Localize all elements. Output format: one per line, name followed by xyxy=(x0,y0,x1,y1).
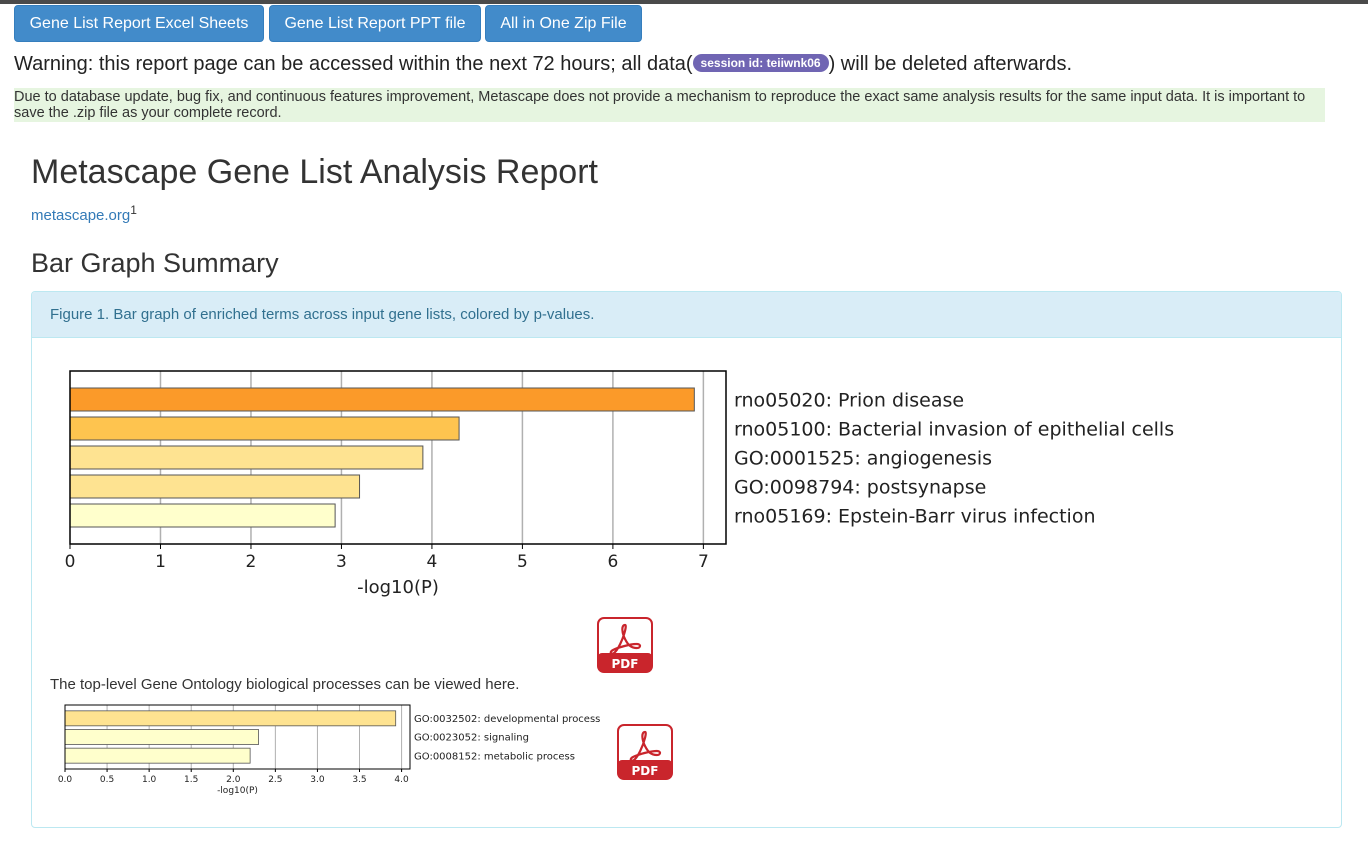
category-label: GO:0001525: angiogenesis xyxy=(734,447,992,469)
bar xyxy=(64,710,397,727)
session-badge: session id: teiiwnk06 xyxy=(692,54,829,72)
warning-suffix: ) will be deleted afterwards. xyxy=(828,53,1073,75)
page-title: Metascape Gene List Analysis Report xyxy=(31,153,598,191)
warning-prefix: Warning: this report page can be accesse… xyxy=(14,53,693,75)
bar xyxy=(69,503,336,528)
pdf-label: PDF xyxy=(632,764,659,778)
bar xyxy=(69,387,695,412)
x-axis-label: -log10(P) xyxy=(357,577,439,598)
x-tick-label: 2.0 xyxy=(226,775,241,785)
category-label: rno05169: Epstein-Barr virus infection xyxy=(734,505,1096,527)
excel-download-button[interactable]: Gene List Report Excel Sheets xyxy=(14,5,264,42)
x-tick-label: 3.0 xyxy=(310,775,325,785)
toplevel-chart-pdf-button[interactable]: PDF xyxy=(617,724,673,785)
toplevel-go-bar-chart: 0.0 0.5 1.0 1.5 2.0 2.5 3.0 3.5 4.0 GO:0032502: d… xyxy=(58,704,600,796)
x-tick-label: 0 xyxy=(65,552,76,572)
category-label: GO:0023052: signaling xyxy=(414,733,529,744)
x-tick-label: 3 xyxy=(336,552,347,572)
category-label: GO:0098794: postsynapse xyxy=(734,476,986,498)
footnote-marker: 1 xyxy=(130,203,137,217)
ppt-download-button[interactable]: Gene List Report PPT file xyxy=(269,5,481,42)
zip-download-button[interactable]: All in One Zip File xyxy=(485,5,642,42)
x-tick-label: 1.0 xyxy=(142,775,157,785)
category-label: rno05020: Prion disease xyxy=(734,389,964,411)
x-axis-label: -log10(P) xyxy=(217,786,258,796)
figure-caption: Figure 1. Bar graph of enriched terms ac… xyxy=(32,292,1341,338)
bar xyxy=(64,747,251,764)
plot-frame xyxy=(64,704,411,770)
metascape-link[interactable]: metascape.org1 xyxy=(31,203,137,224)
x-tick-label: 0.0 xyxy=(58,775,73,785)
pdf-icon: PDF xyxy=(617,724,673,780)
category-label: GO:0008152: metabolic process xyxy=(414,751,575,762)
x-tick-label: 1.5 xyxy=(184,775,198,785)
x-tick-label: 2.5 xyxy=(268,775,282,785)
x-tick-label: 7 xyxy=(698,552,709,572)
category-label: GO:0032502: developmental process xyxy=(414,714,600,725)
section-title: Bar Graph Summary xyxy=(31,248,279,278)
x-tick-label: 4.0 xyxy=(394,775,409,785)
toplevel-go-note: The top-level Gene Ontology biological p… xyxy=(50,676,520,693)
x-tick-label: 1 xyxy=(155,552,166,572)
figure-panel: Figure 1. Bar graph of enriched terms ac… xyxy=(31,291,1342,828)
pdf-icon: PDF xyxy=(597,617,653,673)
main-chart-pdf-button[interactable]: PDF xyxy=(597,617,653,678)
x-tick-label: 2 xyxy=(246,552,257,572)
category-label: rno05100: Bacterial invasion of epitheli… xyxy=(734,418,1174,440)
bar xyxy=(69,445,424,470)
retention-warning: Warning: this report page can be accesse… xyxy=(14,53,1072,76)
x-tick-label: 0.5 xyxy=(100,775,114,785)
bar xyxy=(69,416,460,441)
bar xyxy=(64,729,259,745)
x-tick-label: 6 xyxy=(607,552,618,572)
window-top-border xyxy=(0,0,1368,4)
bar xyxy=(69,474,361,499)
metascape-link-text[interactable]: metascape.org xyxy=(31,207,131,224)
reproducibility-note: Due to database update, bug fix, and con… xyxy=(14,88,1325,122)
x-tick-label: 3.5 xyxy=(352,775,366,785)
x-tick-label: 5 xyxy=(517,552,528,572)
x-tick-label: 4 xyxy=(427,552,438,572)
plot-frame xyxy=(69,370,727,545)
enriched-terms-bar-chart: 0 1 2 3 4 5 6 7 rno05020: Prion disease rno05100:… xyxy=(65,370,1174,598)
pdf-label: PDF xyxy=(612,657,639,671)
